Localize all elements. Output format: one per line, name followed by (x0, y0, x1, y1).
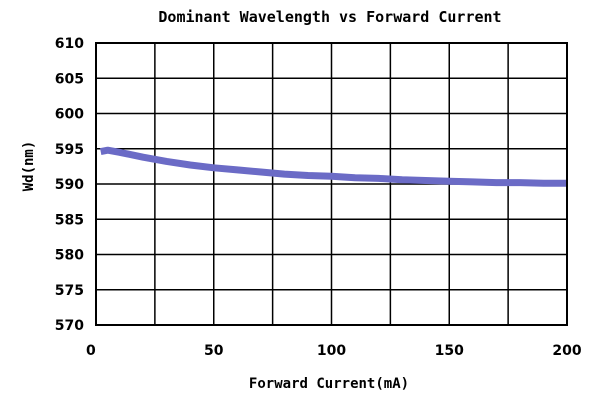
y-tick-label: 605 (55, 71, 84, 87)
y-tick-label: 570 (55, 318, 84, 334)
x-tick-label: 100 (317, 343, 346, 359)
y-tick-label: 595 (55, 142, 84, 158)
x-tick-label: 150 (435, 343, 464, 359)
y-tick-label: 610 (55, 36, 84, 52)
y-tick-label: 585 (55, 212, 84, 228)
x-axis-label: Forward Current(mA) (249, 376, 409, 392)
series-line (100, 146, 567, 187)
y-tick-label: 575 (55, 283, 84, 299)
y-tick-labels: 610 605 600 595 590 585 580 575 570 (55, 36, 84, 334)
x-tick-label: 0 (86, 343, 96, 359)
x-tick-labels: 0 50 100 150 200 (86, 343, 582, 359)
series-layer (100, 146, 568, 187)
x-tick-label: 50 (204, 343, 224, 359)
y-tick-label: 600 (55, 107, 84, 123)
y-tick-label: 590 (55, 177, 84, 193)
chart-title: Dominant Wavelength vs Forward Current (158, 8, 501, 26)
y-tick-label: 580 (55, 248, 84, 264)
x-tick-label: 200 (552, 343, 581, 359)
plot-frame (95, 42, 568, 326)
y-axis-label: Wd(nm) (21, 141, 37, 192)
